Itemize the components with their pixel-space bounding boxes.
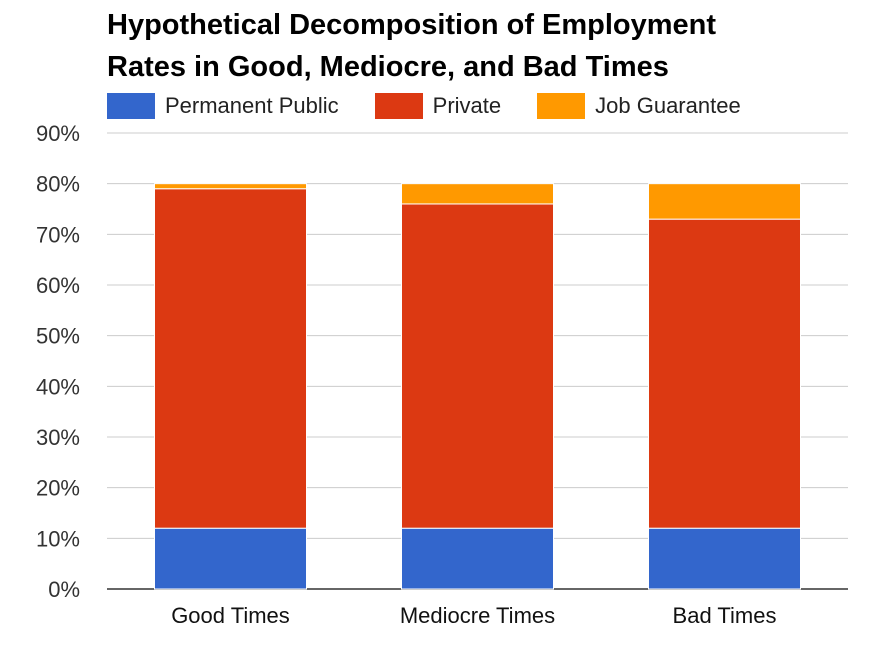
bars (154, 183, 801, 590)
y-tick-label: 80% (36, 172, 80, 197)
chart-title-line-1: Hypothetical Decomposition of Employment (107, 9, 717, 41)
legend-swatch-job-guarantee (537, 93, 586, 119)
legend-item-private[interactable]: Private (374, 93, 502, 119)
y-tick-label: 30% (36, 425, 80, 450)
bar-job-guarantee (648, 183, 801, 220)
x-category-label: Good Times (171, 603, 290, 628)
x-category-label: Mediocre Times (400, 603, 555, 628)
y-tick-label: 70% (36, 222, 80, 247)
y-tick-label: 90% (36, 121, 80, 146)
y-tick-label: 40% (36, 374, 80, 399)
bar-private (648, 218, 801, 529)
chart-legend: Permanent Public Private Job Guarantee (107, 92, 777, 120)
y-tick-label: 20% (36, 476, 80, 501)
legend-label-job-guarantee: Job Guarantee (595, 93, 741, 118)
legend-swatch-private (374, 93, 423, 119)
legend-item-permanent-public[interactable]: Permanent Public (107, 93, 339, 119)
bar-job-guarantee (154, 183, 307, 190)
chart-title-line-2: Rates in Good, Mediocre, and Bad Times (107, 51, 669, 83)
legend-label-private: Private (432, 93, 502, 118)
legend-label-permanent-public: Permanent Public (165, 93, 339, 118)
y-axis-ticks: 0% 10% 20% 30% 40% 50% 60% 70% 80% 90% (36, 121, 80, 602)
x-category-label: Bad Times (673, 603, 777, 628)
bar-permanent-public (154, 527, 307, 590)
bar-private (154, 188, 307, 529)
y-tick-label: 10% (36, 526, 80, 551)
bar-permanent-public (648, 527, 801, 590)
bar-job-guarantee (401, 183, 554, 205)
chart-title: Hypothetical Decomposition of Employment… (107, 4, 847, 88)
bar-permanent-public (401, 527, 554, 590)
bar-private (401, 203, 554, 529)
legend-swatch-permanent-public (107, 93, 155, 119)
y-tick-label: 60% (36, 273, 80, 298)
x-axis-labels: Good Times Mediocre Times Bad Times (171, 603, 776, 628)
legend-item-job-guarantee[interactable]: Job Guarantee (537, 93, 741, 119)
y-tick-label: 0% (48, 577, 80, 602)
y-tick-label: 50% (36, 324, 80, 349)
